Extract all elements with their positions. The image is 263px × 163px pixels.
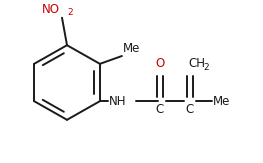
Text: O: O bbox=[155, 57, 165, 70]
Text: Me: Me bbox=[123, 42, 140, 55]
Text: C: C bbox=[186, 103, 194, 116]
Text: Me: Me bbox=[213, 95, 230, 108]
Text: NO: NO bbox=[42, 3, 60, 16]
Text: 2: 2 bbox=[203, 63, 209, 72]
Text: CH: CH bbox=[188, 57, 205, 70]
Text: C: C bbox=[156, 103, 164, 116]
Text: 2: 2 bbox=[67, 8, 73, 17]
Text: NH: NH bbox=[109, 95, 127, 108]
